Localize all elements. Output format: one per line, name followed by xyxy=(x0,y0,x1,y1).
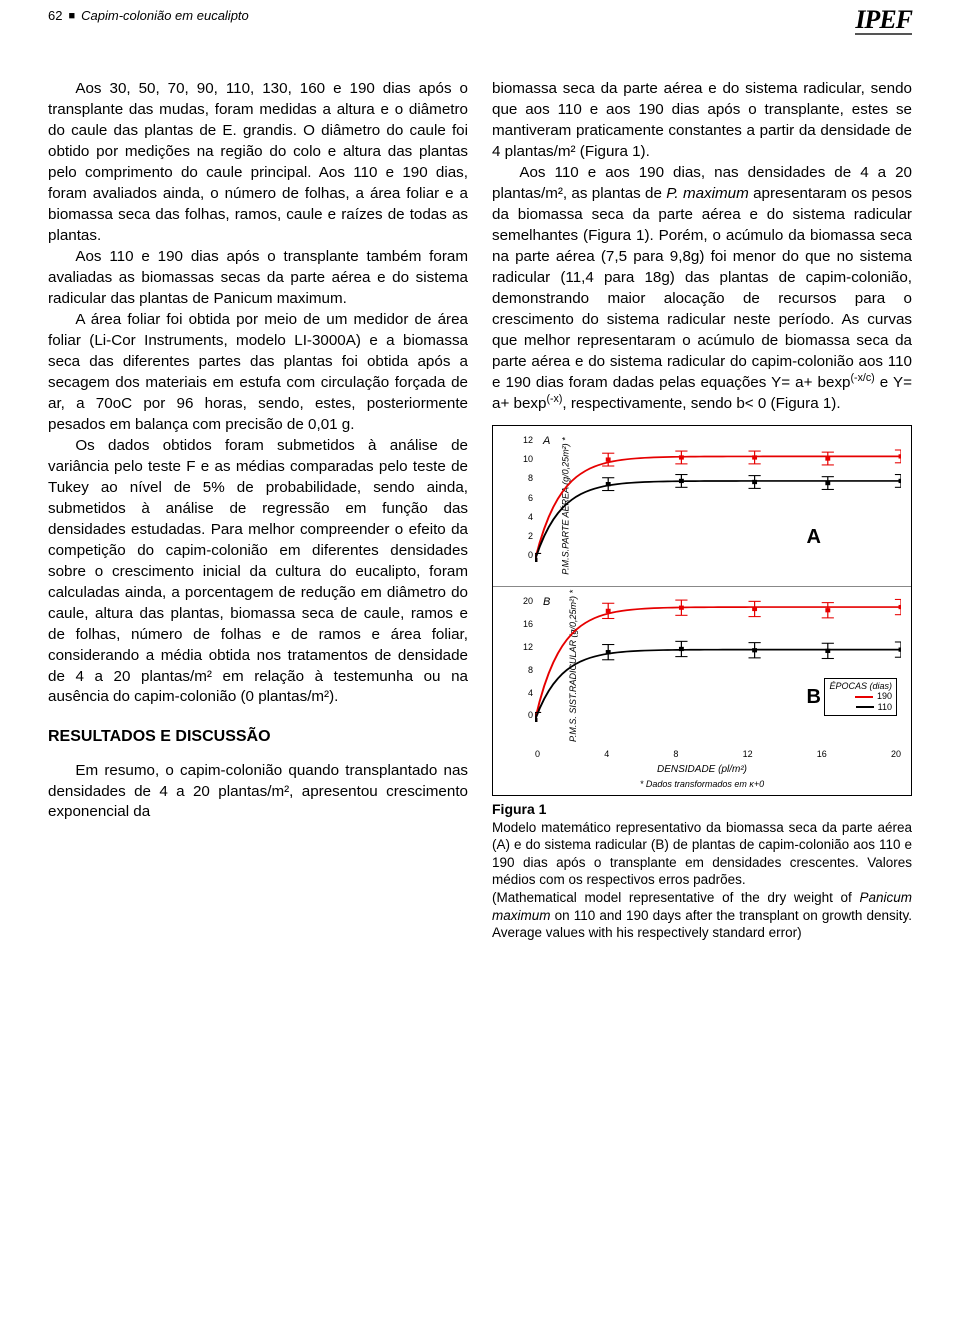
para-r2b: apresentaram os pesos da biomassa seca d… xyxy=(492,185,912,391)
chart-panel-b: B P.M.S. SIST.RADICULAR (g/0,25m²) * 20 … xyxy=(493,586,911,746)
page-number: 62 xyxy=(48,8,62,23)
para-r2d: , respectivamente, sendo b< 0 (Figura 1)… xyxy=(562,395,840,412)
panel-a-svg xyxy=(535,434,901,562)
chart-container: A P.M.S.PARTE AÉREA (g/0,25m²) * 12 10 8… xyxy=(492,425,912,796)
para-5: Em resumo, o capim-colonião quando trans… xyxy=(48,761,468,824)
caption-en-a: (Mathematical model representative of th… xyxy=(492,890,859,905)
eq-sup1: (-x/c) xyxy=(851,372,875,384)
ytick: 4 xyxy=(517,687,533,699)
para-1: Aos 30, 50, 70, 90, 110, 130, 160 e 190 … xyxy=(48,79,468,247)
header-square-icon: ■ xyxy=(68,10,75,22)
header-left: 62 ■ Capim-colonião em eucalipto xyxy=(48,8,249,23)
xtick: 8 xyxy=(673,748,678,760)
section-heading: RESULTADOS E DISCUSSÃO xyxy=(48,726,468,748)
ytick: 2 xyxy=(517,530,533,542)
chart-panel-a: A P.M.S.PARTE AÉREA (g/0,25m²) * 12 10 8… xyxy=(493,426,911,586)
ytick: 6 xyxy=(517,492,533,504)
figure-title: Figura 1 xyxy=(492,800,912,819)
logo-text: IPEF xyxy=(855,5,912,34)
figure-caption-pt: Modelo matemático representativo da biom… xyxy=(492,819,912,889)
ytick: 12 xyxy=(517,434,533,446)
ytick: 8 xyxy=(517,472,533,484)
caption-en-b: on 110 and 190 days after the transplant… xyxy=(492,908,912,941)
panel-b-yticks: 20 16 12 8 4 0 xyxy=(517,595,533,722)
ytick: 16 xyxy=(517,618,533,630)
running-header: 62 ■ Capim-colonião em eucalipto IPEF xyxy=(0,0,960,39)
para-r2: Aos 110 e aos 190 dias, nas densidades d… xyxy=(492,163,912,415)
panel-a-plot xyxy=(535,434,901,562)
legend-swatch-110 xyxy=(856,706,874,708)
para-4: Os dados obtidos foram submetidos à anál… xyxy=(48,436,468,709)
xlabel: DENSIDADE (pl/m²) xyxy=(493,763,911,777)
ytick: 10 xyxy=(517,453,533,465)
xticks: 0 4 8 12 16 20 xyxy=(493,746,911,762)
panel-b-big-letter: B xyxy=(807,684,821,712)
para-3: A área foliar foi obtida por meio de um … xyxy=(48,310,468,436)
logo: IPEF xyxy=(855,8,912,35)
ytick: 4 xyxy=(517,511,533,523)
xtick: 4 xyxy=(604,748,609,760)
two-column-body: Aos 30, 50, 70, 90, 110, 130, 160 e 190 … xyxy=(0,39,960,969)
ytick: 20 xyxy=(517,595,533,607)
ytick: 0 xyxy=(517,709,533,721)
figure-caption-en: (Mathematical model representative of th… xyxy=(492,889,912,942)
legend-item-190: 190 xyxy=(829,691,892,702)
legend-item-110: 110 xyxy=(829,702,892,713)
legend-label-190: 190 xyxy=(877,691,892,702)
chart-footnote: * Dados transformados em κ+0 xyxy=(493,778,911,790)
ytick: 8 xyxy=(517,664,533,676)
xtick: 12 xyxy=(743,748,753,760)
ytick: 12 xyxy=(517,641,533,653)
xtick: 16 xyxy=(817,748,827,760)
right-column: biomassa seca da parte aérea e do sistem… xyxy=(492,79,912,949)
legend-title: ÉPOCAS (dias) xyxy=(829,681,892,692)
species-name: P. maximum xyxy=(666,185,749,202)
panel-a-big-letter: A xyxy=(807,524,821,552)
legend-swatch-190 xyxy=(855,696,873,698)
xtick: 20 xyxy=(891,748,901,760)
legend: ÉPOCAS (dias) 190 110 xyxy=(824,678,897,716)
legend-label-110: 110 xyxy=(878,702,892,713)
ytick: 0 xyxy=(517,549,533,561)
figure-1: A P.M.S.PARTE AÉREA (g/0,25m²) * 12 10 8… xyxy=(492,425,912,942)
para-2: Aos 110 e 190 dias após o transplante ta… xyxy=(48,247,468,310)
header-running-title: Capim-colonião em eucalipto xyxy=(81,8,249,23)
page: 62 ■ Capim-colonião em eucalipto IPEF Ao… xyxy=(0,0,960,1339)
eq-sup2: (-x) xyxy=(546,393,562,405)
panel-a-yticks: 12 10 8 6 4 2 0 xyxy=(517,434,533,562)
para-r1: biomassa seca da parte aérea e do sistem… xyxy=(492,79,912,163)
xtick: 0 xyxy=(535,748,540,760)
left-column: Aos 30, 50, 70, 90, 110, 130, 160 e 190 … xyxy=(48,79,468,949)
